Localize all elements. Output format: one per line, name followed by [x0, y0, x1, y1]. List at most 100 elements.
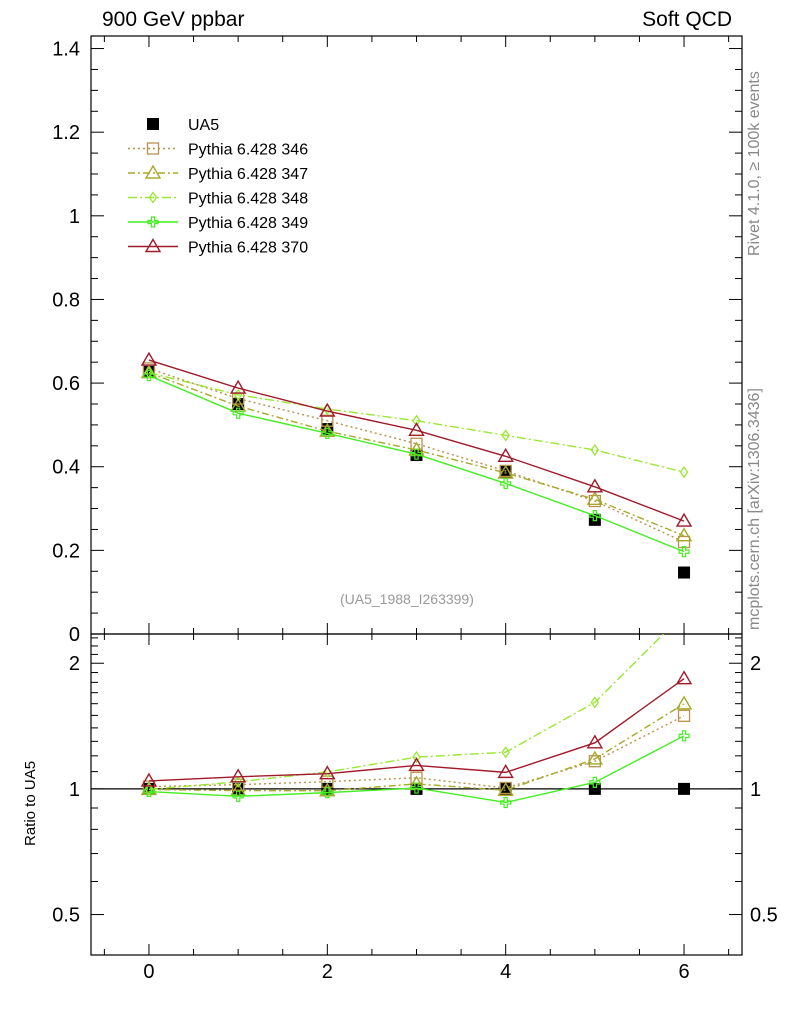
ratio-point-ua5: [588, 782, 601, 795]
x-tick-label: 6: [678, 961, 689, 983]
data-point-pythia-6-428-348: [412, 414, 421, 427]
legend: UA5 Pythia 6.428 346 Pythia 6.428 347 Pythi…: [128, 117, 308, 257]
ratio-point-pythia-6-428-348: [412, 750, 421, 764]
y-tick-label: 1: [69, 206, 80, 228]
ratio-line-pythia-6-428-349: [148, 735, 685, 804]
ratio-series-pythia-6-428-347: [140, 695, 693, 797]
ratio-point-pythia-6-428-347: [319, 782, 336, 797]
ratio-point-pythia-6-428-346: [677, 709, 691, 722]
ratio-tick-label-right: 0.5: [750, 905, 778, 927]
legend-label-pythia-6-428-349: Pythia 6.428 349: [188, 215, 308, 232]
ratio-point-pythia-6-428-348: [144, 783, 154, 796]
data-point-pythia-6-428-349: [500, 477, 512, 490]
legend-marker-pythia-6-428-347: [144, 164, 162, 179]
data-point-pythia-6-428-346: [321, 414, 334, 427]
data-point-pythia-6-428-348: [679, 466, 689, 479]
ratio-point-pythia-6-428-348: [681, 608, 688, 618]
data-point-pythia-6-428-370: [675, 512, 693, 527]
ratio-point-pythia-6-428-349: [232, 790, 244, 802]
y-tick-label: 1.4: [52, 39, 80, 61]
x-tick-label: 0: [143, 961, 154, 983]
ratio-point-pythia-6-428-347: [675, 695, 693, 710]
series-line-pythia-6-428-346: [148, 367, 685, 543]
legend-label-pythia-6-428-346: Pythia 6.428 346: [188, 142, 308, 159]
series-pythia-6-428-370: [140, 351, 693, 527]
ratio-point-pythia-6-428-349: [410, 782, 423, 794]
ratio-tick-label-left: 1: [69, 779, 80, 801]
ratio-point-pythia-6-428-348: [233, 775, 243, 788]
x-tick-label: 2: [322, 961, 333, 983]
legend-label-pythia-6-428-370: Pythia 6.428 370: [188, 240, 308, 257]
y-tick-label: 0.8: [52, 289, 80, 311]
ratio-point-pythia-6-428-370: [229, 768, 247, 783]
data-point-pythia-6-428-349: [678, 546, 690, 558]
data-point-pythia-6-428-348: [501, 429, 510, 442]
data-point-pythia-6-428-349: [232, 407, 244, 419]
legend-label-pythia-6-428-348: Pythia 6.428 348: [188, 191, 308, 208]
data-point-pythia-6-428-347: [675, 527, 693, 542]
data-point-pythia-6-428-348: [590, 443, 600, 457]
data-point-pythia-6-428-370: [140, 351, 158, 366]
series-line-pythia-6-428-349: [148, 374, 685, 553]
data-point-pythia-6-428-347: [229, 397, 247, 412]
legend-marker-pythia-6-428-349: [147, 216, 159, 228]
header-right: Soft QCD: [642, 8, 732, 31]
ratio-point-pythia-6-428-349: [500, 796, 512, 809]
ratio-tick-label-right: 1: [750, 779, 761, 801]
reference-label: (UA5_1988_I263399): [340, 591, 474, 607]
data-point-pythia-6-428-347: [408, 441, 425, 456]
ratio-point-pythia-6-428-370: [675, 670, 693, 685]
ratio-point-pythia-6-428-348: [501, 746, 510, 759]
data-point-pythia-6-428-370: [586, 478, 604, 493]
legend-marker-pythia-6-428-348: [148, 191, 158, 204]
data-point-pythia-6-428-349: [589, 510, 601, 522]
data-point-pythia-6-428-349: [143, 369, 155, 382]
data-point-pythia-6-428-348: [144, 366, 154, 379]
axes-group: 0 2 4 6 0 0.2 0.4 0.6 0.8 1 1.2 1.4 0.5 0.5 1 1 2 2: [52, 36, 778, 983]
data-point-pythia-6-428-347: [319, 422, 336, 437]
ratio-point-pythia-6-428-349: [678, 730, 690, 742]
data-point-pythia-6-428-346: [677, 535, 691, 549]
header-left: 900 GeV ppbar: [102, 8, 245, 31]
ratio-series-pythia-6-428-349: [143, 730, 690, 809]
ratio-point-pythia-6-428-347: [229, 782, 247, 797]
ratio-tick-label-right: 2: [750, 653, 761, 675]
y-tick-label: 0.4: [52, 457, 80, 479]
series-group: [140, 351, 693, 809]
data-point-pythia-6-428-370: [408, 421, 425, 437]
legend-marker-ua5: [147, 118, 159, 130]
data-point-pythia-6-428-349: [410, 448, 423, 460]
ratio-point-pythia-6-428-347: [408, 775, 425, 790]
ratio-point-pythia-6-428-370: [140, 772, 158, 787]
data-point-pythia-6-428-346: [142, 362, 156, 375]
data-point-ua5: [678, 566, 691, 579]
y-tick-label: 0.2: [52, 540, 80, 562]
ratio-tick-label-left: 2: [69, 653, 80, 675]
y-tick-label: 1.2: [52, 122, 80, 144]
ratio-line-pythia-6-428-347: [148, 703, 685, 792]
legend-marker-pythia-6-428-370: [144, 238, 162, 253]
ratio-point-ua5: [678, 782, 691, 795]
ratio-point-pythia-6-428-370: [408, 757, 425, 772]
ratio-point-pythia-6-428-370: [586, 734, 604, 749]
series-line-pythia-6-428-348: [148, 371, 685, 473]
ratio-series-pythia-6-428-370: [140, 670, 693, 787]
ratio-point-pythia-6-428-347: [586, 750, 604, 765]
ratio-point-pythia-6-428-370: [497, 763, 514, 779]
ratio-line-pythia-6-428-370: [148, 678, 685, 782]
ratio-point-pythia-6-428-370: [319, 765, 336, 780]
y-tick-label: 0.6: [52, 373, 80, 395]
series-pythia-6-428-349: [143, 369, 690, 558]
ratio-line-pythia-6-428-346: [148, 715, 685, 789]
data-point-pythia-6-428-370: [229, 379, 247, 394]
series-line-pythia-6-428-370: [148, 359, 685, 522]
ratio-point-pythia-6-428-347: [497, 781, 514, 796]
ratio-point-pythia-6-428-349: [589, 776, 601, 788]
y-tick-label: 0: [69, 624, 80, 646]
data-point-pythia-6-428-349: [321, 427, 333, 439]
legend-label-ua5: UA5: [188, 117, 219, 134]
ratio-point-pythia-6-428-348: [590, 696, 600, 709]
legend-marker-pythia-6-428-346: [146, 142, 160, 155]
ratio-point-pythia-6-428-349: [321, 787, 333, 799]
